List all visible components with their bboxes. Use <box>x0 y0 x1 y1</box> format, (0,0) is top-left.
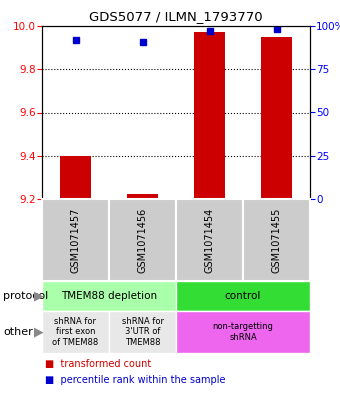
Bar <box>128 194 157 199</box>
Text: GSM1071455: GSM1071455 <box>272 208 282 273</box>
Bar <box>42 311 109 353</box>
Bar <box>194 33 225 199</box>
Text: protocol: protocol <box>3 291 49 301</box>
Bar <box>176 281 310 311</box>
Text: shRNA for
first exon
of TMEM88: shRNA for first exon of TMEM88 <box>52 317 99 347</box>
Bar <box>109 199 176 281</box>
Text: ■  transformed count: ■ transformed count <box>46 359 152 369</box>
Text: ■  percentile rank within the sample: ■ percentile rank within the sample <box>46 375 226 386</box>
Text: control: control <box>225 291 261 301</box>
Bar <box>109 311 176 353</box>
Text: ▶: ▶ <box>34 290 44 303</box>
Bar <box>243 199 310 281</box>
Text: non-targetting
shRNA: non-targetting shRNA <box>212 322 273 342</box>
Bar <box>176 199 243 281</box>
Bar <box>261 37 292 199</box>
Text: GSM1071454: GSM1071454 <box>204 208 215 273</box>
Text: ▶: ▶ <box>34 325 44 338</box>
Text: other: other <box>3 327 33 337</box>
Bar <box>42 281 176 311</box>
Text: GSM1071457: GSM1071457 <box>70 208 81 273</box>
Bar <box>176 311 310 353</box>
Bar <box>42 199 109 281</box>
Title: GDS5077 / ILMN_1793770: GDS5077 / ILMN_1793770 <box>89 11 263 24</box>
Text: shRNA for
3'UTR of
TMEM88: shRNA for 3'UTR of TMEM88 <box>121 317 164 347</box>
Text: TMEM88 depletion: TMEM88 depletion <box>61 291 157 301</box>
Bar <box>61 156 90 199</box>
Text: GSM1071456: GSM1071456 <box>137 208 148 273</box>
